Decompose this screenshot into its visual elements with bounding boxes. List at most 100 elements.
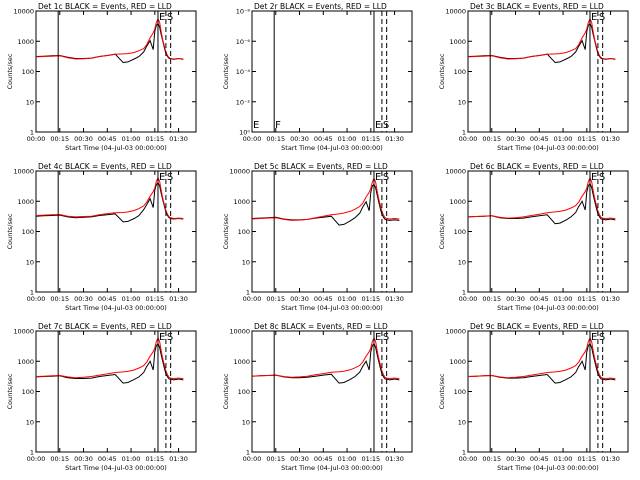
y-axis-label: Counts/sec: [438, 373, 446, 409]
y-tick-label: 10000: [13, 328, 34, 336]
series-line-events: [467, 183, 616, 225]
x-axis-label: Start Time (04-Jul-03 00:00:00): [65, 144, 167, 152]
x-tick-label: 00:00: [27, 295, 46, 303]
interval-marker-label: S: [599, 12, 605, 23]
panel-8: Det 8c BLACK = Events, RED = LLD 00:00 00:…: [222, 322, 413, 472]
panel-5: Det 5c BLACK = Events, RED = LLD 00:00 00:…: [222, 162, 413, 312]
x-axis-label: Start Time (04-Jul-03 00:00:00): [65, 304, 167, 312]
series-line-lld: [467, 176, 616, 220]
y-tick-label: 1: [246, 289, 250, 297]
y-tick-label: 10000: [445, 8, 466, 16]
panel-4: Det 4c BLACK = Events, RED = LLD 00:00 00:…: [6, 162, 197, 312]
x-tick-label: 01:30: [601, 135, 620, 143]
y-axis-label: Counts/sec: [6, 53, 14, 89]
y-tick-label: 1000: [449, 38, 466, 46]
series-line-lld: [251, 177, 400, 221]
series-line-lld: [35, 336, 184, 380]
interval-marker-label: E: [159, 332, 165, 343]
panel-title: Det 4c BLACK = Events, RED = LLD: [38, 162, 172, 171]
x-tick-label: 00:15: [266, 455, 285, 463]
y-tick-label: 1000: [233, 198, 250, 206]
y-tick-label: 10: [242, 418, 250, 426]
y-tick-label: 1000: [17, 38, 34, 46]
x-tick-label: 00:15: [50, 295, 69, 303]
x-tick-label: 00:15: [50, 135, 69, 143]
y-tick-label: 10⁻⁴: [236, 68, 251, 76]
x-tick-label: 01:15: [361, 295, 380, 303]
x-tick-label: 01:30: [169, 455, 188, 463]
panel-title: Det 7c BLACK = Events, RED = LLD: [38, 322, 172, 331]
y-tick-label: 1000: [17, 198, 34, 206]
x-axis-label: Start Time (04-Jul-03 00:00:00): [65, 464, 167, 472]
series-line-lld: [467, 336, 616, 380]
interval-marker-label: E: [159, 12, 165, 23]
plot-frame: [35, 10, 197, 133]
interval-marker-label: E: [591, 172, 597, 183]
y-tick-label: 1000: [17, 358, 34, 366]
y-tick-label: 10: [26, 258, 34, 266]
y-tick-label: 10000: [445, 168, 466, 176]
y-tick-label: 10⁻⁶: [236, 38, 251, 46]
series-line-events: [35, 181, 184, 223]
x-tick-label: 01:00: [554, 455, 573, 463]
y-tick-label: 1000: [449, 198, 466, 206]
y-tick-label: 1: [462, 289, 466, 297]
x-tick-label: 00:00: [27, 455, 46, 463]
y-tick-label: 10000: [445, 328, 466, 336]
x-tick-label: 01:30: [385, 295, 404, 303]
x-tick-label: 00:45: [98, 295, 117, 303]
y-axis-label: Counts/sec: [222, 373, 230, 409]
x-tick-label: 00:30: [506, 295, 525, 303]
interval-marker-label: E: [591, 12, 597, 23]
y-tick-label: 1: [30, 289, 34, 297]
x-tick-label: 01:30: [385, 455, 404, 463]
x-tick-label: 00:45: [314, 295, 333, 303]
y-tick-label: 10: [242, 258, 250, 266]
y-tick-label: 10⁻²: [236, 98, 251, 106]
interval-marker-label: S: [167, 172, 173, 183]
x-tick-label: 00:30: [290, 455, 309, 463]
x-tick-label: 01:30: [169, 135, 188, 143]
x-tick-label: 01:00: [338, 135, 357, 143]
y-axis-label: Counts/sec: [438, 53, 446, 89]
series-line-lld: [35, 176, 184, 220]
x-tick-label: 01:00: [122, 295, 141, 303]
y-tick-label: 1: [462, 129, 466, 137]
panel-9: Det 9c BLACK = Events, RED = LLD 00:00 00:…: [438, 322, 629, 472]
panel-title: Det 3c BLACK = Events, RED = LLD: [470, 2, 604, 11]
x-tick-label: 01:00: [554, 135, 573, 143]
plot-frame: [467, 10, 629, 133]
x-axis-label: Start Time (04-Jul-03 00:00:00): [281, 464, 383, 472]
y-tick-label: 10000: [13, 168, 34, 176]
y-tick-label: 10: [26, 418, 34, 426]
interval-marker-label: S: [599, 172, 605, 183]
x-tick-label: 01:15: [145, 295, 164, 303]
panel-6: Det 6c BLACK = Events, RED = LLD 00:00 00:…: [438, 162, 629, 312]
y-axis-label: Counts/sec: [222, 213, 230, 249]
y-tick-label: 100: [22, 228, 34, 236]
y-tick-label: 100: [22, 68, 34, 76]
x-tick-label: 01:15: [577, 135, 596, 143]
x-tick-label: 00:45: [98, 455, 117, 463]
panel-title: Det 8c BLACK = Events, RED = LLD: [254, 322, 388, 331]
series-line-lld: [467, 17, 616, 60]
y-tick-label: 1: [30, 449, 34, 457]
y-axis-label: Counts/sec: [222, 53, 230, 89]
x-tick-label: 01:30: [601, 455, 620, 463]
x-tick-label: 01:00: [554, 295, 573, 303]
x-tick-label: 00:30: [506, 455, 525, 463]
y-tick-label: 10: [458, 258, 466, 266]
interval-marker-label: E: [591, 332, 597, 343]
interval-marker-label: S: [599, 332, 605, 343]
y-tick-label: 1000: [233, 358, 250, 366]
y-tick-label: 1: [462, 449, 466, 457]
y-tick-label: 1000: [449, 358, 466, 366]
plot-frame: [467, 330, 629, 453]
panel-1: Det 1c BLACK = Events, RED = LLD 00:00 00:…: [6, 2, 197, 152]
x-tick-label: 00:15: [482, 295, 501, 303]
x-tick-label: 01:00: [122, 135, 141, 143]
x-tick-label: 01:15: [145, 455, 164, 463]
panel-3: Det 3c BLACK = Events, RED = LLD 00:00 00:…: [438, 2, 629, 152]
y-tick-label: 100: [238, 228, 250, 236]
